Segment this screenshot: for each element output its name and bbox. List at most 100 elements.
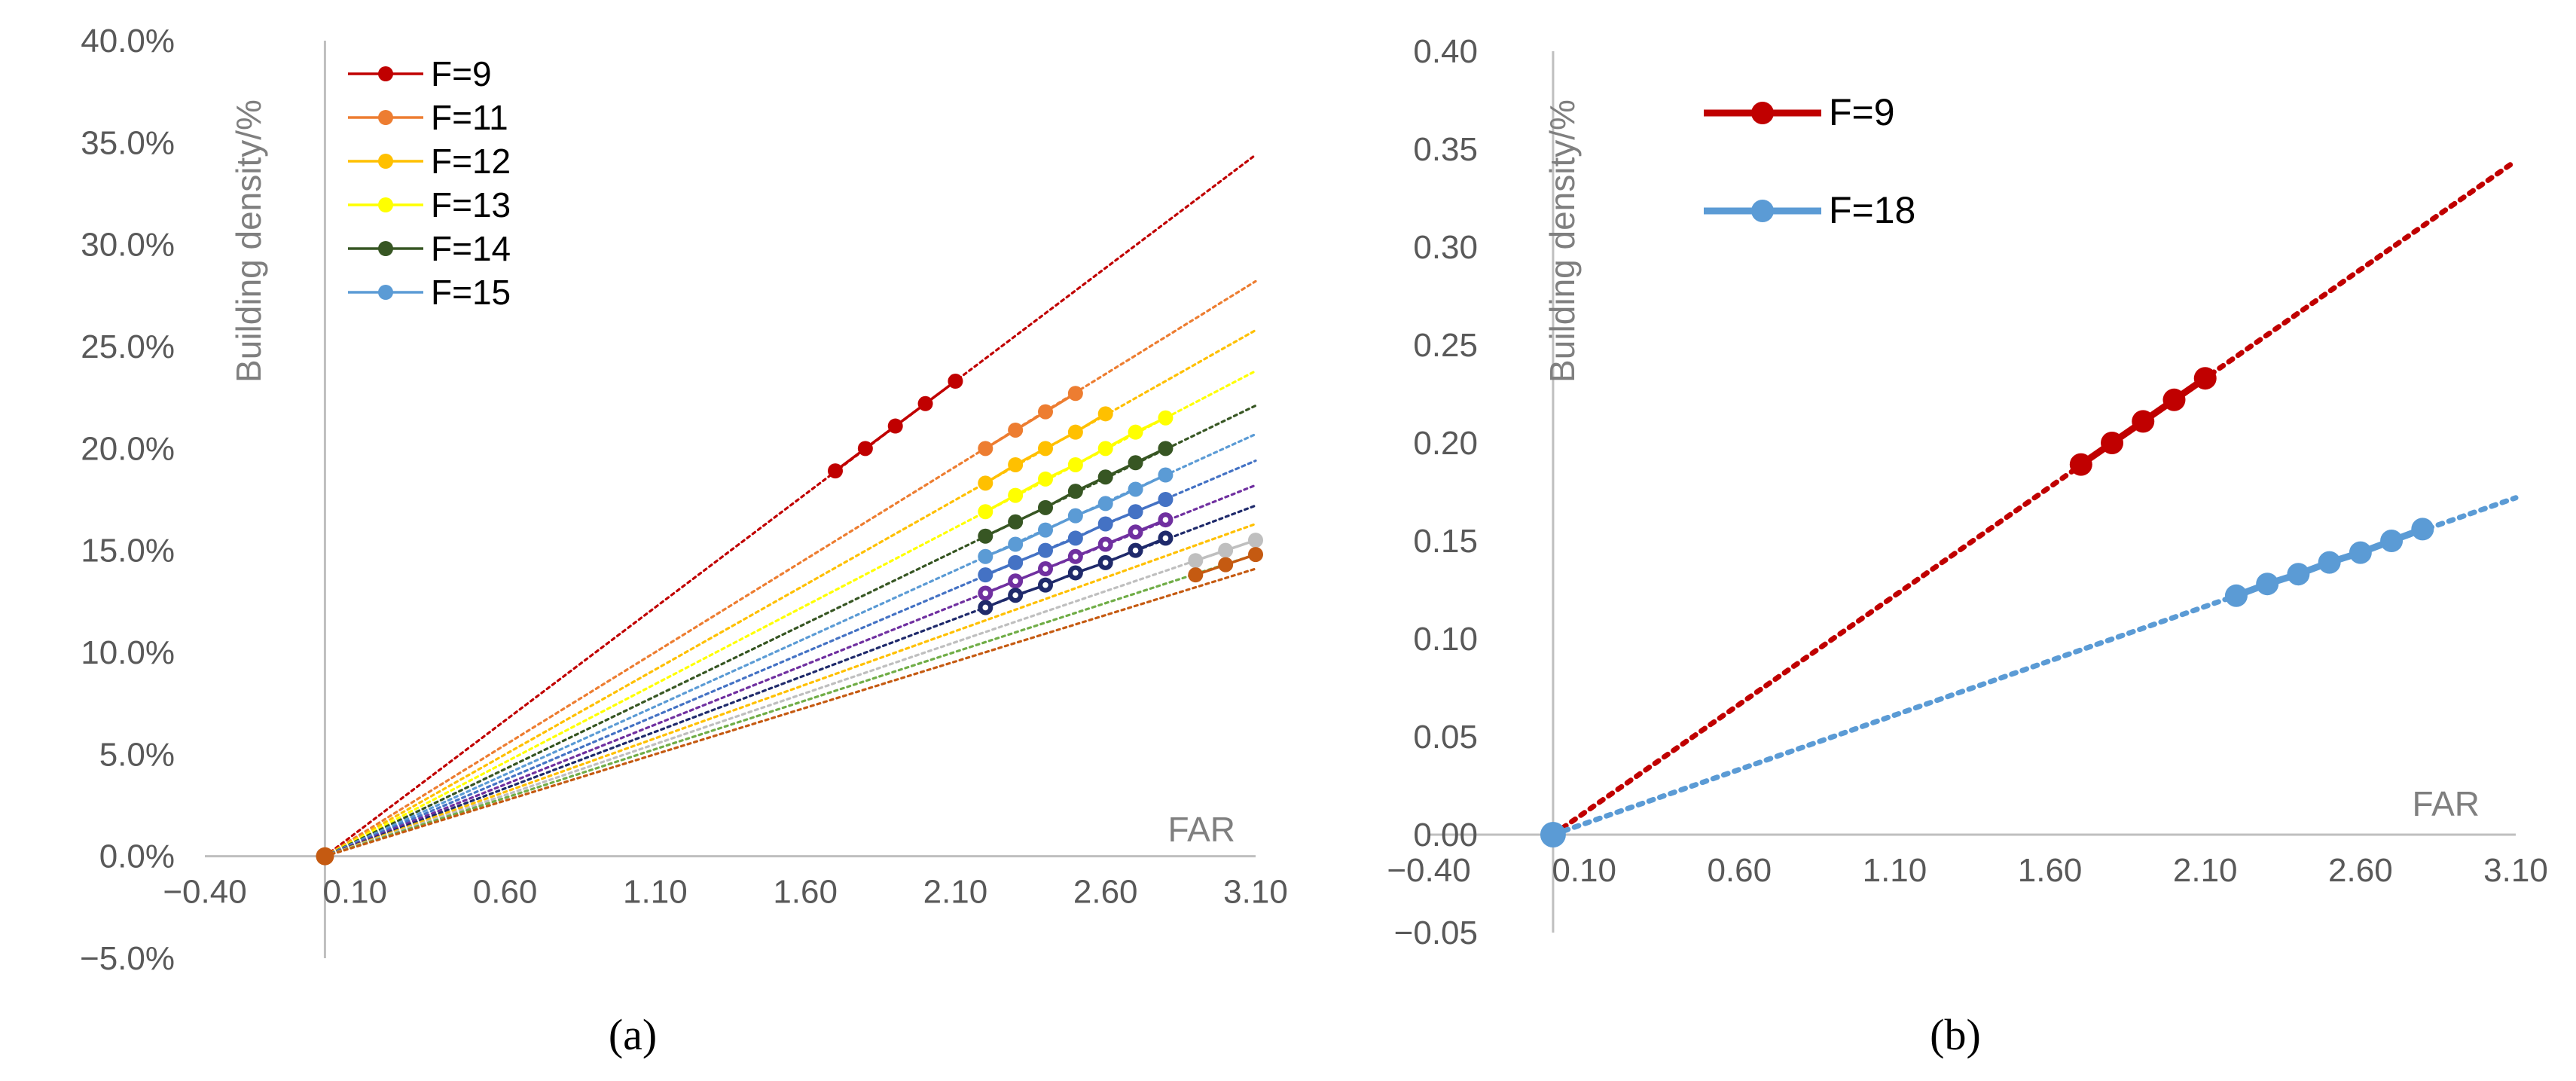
legend-swatch-marker xyxy=(378,285,393,300)
data-point xyxy=(857,441,873,457)
trendline-f-19 xyxy=(323,522,1257,858)
data-point-center xyxy=(1073,570,1079,576)
data-point xyxy=(1218,557,1234,573)
trendline-f-9 xyxy=(1550,158,2519,838)
data-point xyxy=(1128,504,1143,520)
data-point xyxy=(1067,457,1083,472)
data-point xyxy=(1097,406,1113,422)
chart-b-panel-label: (b) xyxy=(1930,1010,1981,1059)
chart-a-y-axis-title: Building density/% xyxy=(229,99,268,383)
chart-b-axes xyxy=(1429,51,2516,933)
x-tick-label: 2.60 xyxy=(2328,852,2393,889)
y-tick-label: 0.05 xyxy=(1413,719,1478,756)
data-point xyxy=(1097,496,1113,511)
y-tick-label: 0.00 xyxy=(1413,817,1478,854)
x-tick-label: 0.60 xyxy=(1707,852,1772,889)
legend-swatch-marker xyxy=(1751,102,1774,124)
x-tick-label: 1.60 xyxy=(773,874,838,911)
trendline-f-9 xyxy=(323,153,1257,858)
chart-b-series xyxy=(1540,367,2434,847)
data-point xyxy=(1038,542,1053,558)
data-point xyxy=(978,475,993,491)
data-point-center xyxy=(1073,553,1079,560)
data-point xyxy=(1067,424,1083,440)
legend-item-f-18: F=18 xyxy=(1704,189,1915,231)
data-point xyxy=(2287,563,2310,586)
chart-a-axes xyxy=(205,41,1256,958)
trendline-f-22 xyxy=(323,567,1257,858)
legend-label: F=18 xyxy=(1829,189,1915,231)
data-point xyxy=(887,418,903,434)
legend-item-f-15: F=15 xyxy=(348,273,511,312)
trendline-f-12 xyxy=(323,328,1257,858)
data-point xyxy=(1038,404,1053,420)
data-point xyxy=(1038,522,1053,538)
data-point xyxy=(1097,516,1113,532)
chart-a-x-ticks: −0.40 0.10 0.60 1.10 1.60 2.10 2.60 3.10 xyxy=(163,874,1287,911)
y-tick-label: 30.0% xyxy=(81,227,175,264)
data-point xyxy=(2256,573,2279,596)
chart-a-legend: F=9 F=11 F=12 F=13 F=14 F=15 xyxy=(348,54,511,312)
data-point xyxy=(2318,551,2341,574)
data-point xyxy=(917,395,933,411)
chart-panel-a: −0.40 0.10 0.60 1.10 1.60 2.10 2.60 3.10 −5.0% 0… xyxy=(80,23,1288,1059)
x-tick-label: 2.60 xyxy=(1073,874,1138,911)
legend-swatch-marker xyxy=(378,66,393,81)
y-tick-label: 10.0% xyxy=(81,634,175,671)
data-point-center xyxy=(1042,582,1048,588)
series-f-20 xyxy=(1188,533,1263,569)
data-point xyxy=(1067,484,1083,499)
y-tick-label: 0.15 xyxy=(1413,523,1478,560)
legend-item-f-13: F=13 xyxy=(348,185,511,224)
data-point xyxy=(1158,410,1174,426)
series-f-9 xyxy=(2069,367,2217,476)
data-point xyxy=(2380,530,2404,552)
chart-b-x-axis-title: FAR xyxy=(2413,784,2480,823)
data-point xyxy=(978,504,993,520)
y-tick-label: 40.0% xyxy=(81,23,175,60)
trendline-f-20 xyxy=(323,539,1257,858)
x-tick-label: 1.10 xyxy=(623,874,688,911)
data-point xyxy=(2132,410,2155,433)
y-tick-label: 25.0% xyxy=(81,328,175,365)
data-point xyxy=(1008,514,1024,530)
data-point xyxy=(1188,567,1204,583)
series-f-13 xyxy=(978,410,1174,520)
y-tick-label: 0.20 xyxy=(1413,425,1478,462)
x-tick-label: −0.40 xyxy=(1387,852,1470,889)
data-point xyxy=(1128,424,1143,440)
legend-item-f-9: F=9 xyxy=(1704,91,1895,133)
data-point xyxy=(1097,469,1113,485)
data-point xyxy=(1008,536,1024,552)
data-point xyxy=(1038,471,1053,487)
data-point xyxy=(1248,547,1263,563)
chart-b-y-axis-title: Building density/% xyxy=(1543,99,1582,383)
data-point-center xyxy=(1162,517,1169,523)
series-f-16 xyxy=(978,492,1174,583)
chart-b-legend: F=9 F=18 xyxy=(1704,91,1915,231)
trendline-f-21 xyxy=(323,553,1257,858)
data-point xyxy=(1008,554,1024,570)
data-point xyxy=(1067,386,1083,402)
data-point xyxy=(1218,542,1234,558)
x-tick-label: 2.10 xyxy=(923,874,988,911)
legend-swatch-marker xyxy=(378,241,393,256)
data-point xyxy=(978,567,993,583)
series-f-22 xyxy=(1188,547,1263,583)
chart-b-y-ticks: −0.05 0.00 0.05 0.10 0.15 0.20 0.25 0.30 0.35 0.4… xyxy=(1394,33,1478,951)
data-point-center xyxy=(1012,578,1018,585)
y-tick-label: 0.30 xyxy=(1413,229,1478,266)
data-point xyxy=(1008,422,1024,438)
chart-a-series xyxy=(316,374,1263,866)
data-point xyxy=(1128,455,1143,471)
data-point-center xyxy=(982,590,989,597)
legend-label: F=12 xyxy=(431,142,511,181)
data-point xyxy=(948,374,963,389)
y-tick-label: −0.05 xyxy=(1394,915,1478,951)
y-tick-label: 0.35 xyxy=(1413,131,1478,168)
legend-item-f-14: F=14 xyxy=(348,229,511,268)
series-f-14 xyxy=(978,441,1174,544)
data-point xyxy=(1067,530,1083,546)
legend-swatch-marker xyxy=(1751,200,1774,222)
